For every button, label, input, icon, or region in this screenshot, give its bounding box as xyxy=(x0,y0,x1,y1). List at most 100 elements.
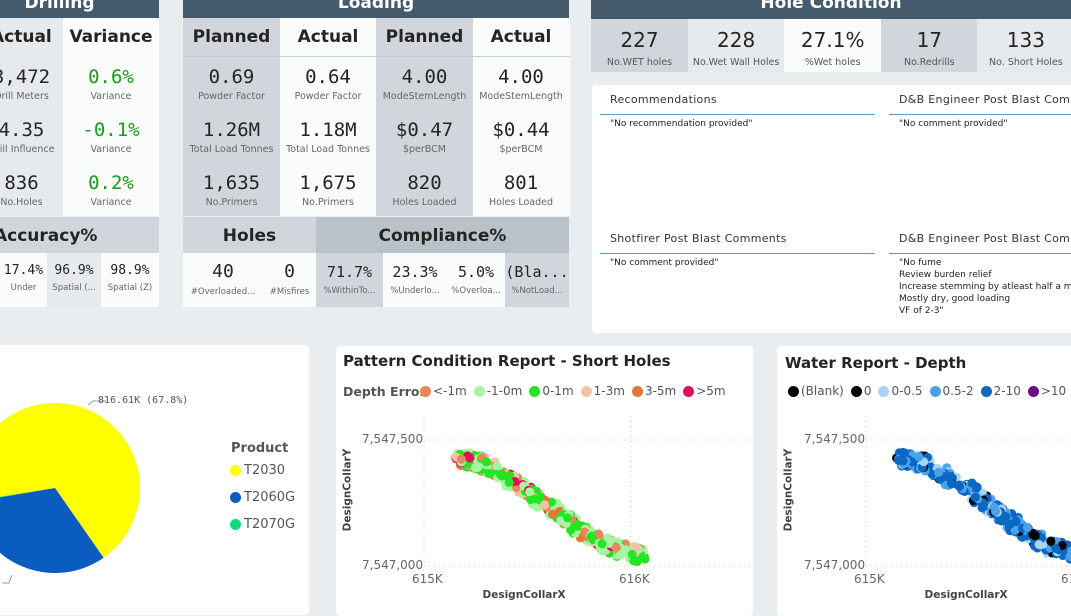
pie-chart xyxy=(0,345,309,615)
loading-bottom-card: 71.7%%WithinTo... xyxy=(316,253,383,307)
data-point[interactable] xyxy=(914,452,923,461)
data-point[interactable] xyxy=(484,469,493,478)
loading-kpi-card: $0.44$perBCM xyxy=(473,110,570,163)
y-tick: 7,547,000 xyxy=(804,558,865,572)
accuracy-card: 96.9%Spatial (... xyxy=(47,253,101,307)
loading-header: Loading xyxy=(183,0,569,18)
data-point[interactable] xyxy=(598,539,607,548)
data-point[interactable] xyxy=(628,550,637,559)
data-point[interactable] xyxy=(548,510,557,519)
data-point[interactable] xyxy=(1023,523,1032,532)
data-point[interactable] xyxy=(899,448,908,457)
data-point[interactable] xyxy=(482,457,491,466)
legend-dot-icon xyxy=(230,519,241,530)
x-tick: 615K xyxy=(412,572,443,586)
data-point[interactable] xyxy=(540,500,549,509)
loading-col-planned: Planned xyxy=(183,18,280,57)
x-axis-label: DesignCollarX xyxy=(483,589,566,601)
data-point[interactable] xyxy=(971,493,980,502)
comment-box: Recommendations"No recommendation provid… xyxy=(600,93,875,130)
comment-body: "No comment provided" xyxy=(889,115,1071,130)
data-point[interactable] xyxy=(498,471,507,480)
y-axis-label: DesignCollarY xyxy=(782,449,794,532)
comment-title: Recommendations xyxy=(600,93,875,115)
data-point[interactable] xyxy=(492,462,501,471)
hole-condition-header: Hole Condition xyxy=(591,0,1071,19)
comment-title: D&B Engineer Post Blast Comments xyxy=(889,93,1071,115)
drilling-actual-card: 3,472Drill Meters xyxy=(0,57,63,110)
data-point[interactable] xyxy=(525,487,534,496)
scatter-plot xyxy=(336,346,753,616)
comment-body: "No comment provided" xyxy=(600,254,875,269)
compliance-header: Compliance% xyxy=(316,217,569,253)
y-tick: 7,547,500 xyxy=(804,432,865,446)
x-tick: 615K xyxy=(854,572,885,586)
data-point[interactable] xyxy=(505,478,514,487)
legend-dot-icon xyxy=(230,492,241,503)
loading-bottom-card: (Bla...%NotLoad... xyxy=(505,253,569,307)
data-point[interactable] xyxy=(1001,512,1010,521)
accuracy-header: Accuracy% xyxy=(0,217,159,253)
loading-bottom-card: 40#Overloaded... xyxy=(183,253,263,307)
x-tick: 616K xyxy=(619,572,650,586)
data-point[interactable] xyxy=(587,532,596,541)
data-point[interactable] xyxy=(1035,540,1044,549)
comment-body: "No fume Review burden relief Increase s… xyxy=(889,254,1071,317)
data-point[interactable] xyxy=(612,543,621,552)
drilling-actual-card: 4.35Drill Influence xyxy=(0,110,63,163)
x-tick: 61 xyxy=(1061,572,1071,586)
hole-condition-kpi: 27.1%%Wet holes xyxy=(784,19,881,72)
drilling-variance-card: 0.2%Variance xyxy=(63,163,159,216)
drilling-col-actual: Actual xyxy=(0,18,63,57)
data-point[interactable] xyxy=(640,555,649,564)
data-point[interactable] xyxy=(563,513,572,522)
pie-leader-line xyxy=(2,575,12,583)
pie-legend-item[interactable]: T2060G xyxy=(230,490,295,505)
data-point[interactable] xyxy=(457,455,466,464)
data-point[interactable] xyxy=(955,482,964,491)
data-point[interactable] xyxy=(934,468,943,477)
data-point[interactable] xyxy=(972,484,981,493)
data-point[interactable] xyxy=(473,463,482,472)
loading-col-actual: Actual xyxy=(473,18,570,57)
data-point[interactable] xyxy=(1012,517,1021,526)
data-point[interactable] xyxy=(573,520,582,529)
y-axis-label: DesignCollarY xyxy=(341,449,353,532)
drilling-variance-card: 0.6%Variance xyxy=(63,57,159,110)
data-point[interactable] xyxy=(1046,537,1055,546)
data-point[interactable] xyxy=(944,473,953,482)
x-axis-label: DesignCollarX xyxy=(925,589,1008,601)
scatter-plot xyxy=(777,346,1071,616)
pie-data-label: 816.61K (67.8%) xyxy=(98,395,188,406)
data-point[interactable] xyxy=(526,495,535,504)
comment-box: D&B Engineer Post Blast Comments"No fume… xyxy=(889,232,1071,317)
comment-box: D&B Engineer Post Blast Comments"No comm… xyxy=(889,93,1071,130)
pie-legend-item[interactable]: T2070G xyxy=(230,517,295,532)
data-point[interactable] xyxy=(1031,531,1040,540)
holes-header: Holes xyxy=(183,217,316,253)
drilling-col-variance: Variance xyxy=(63,18,159,57)
drilling-header: Drilling xyxy=(0,0,159,18)
data-point[interactable] xyxy=(991,507,1000,516)
comment-title: Shotfirer Post Blast Comments xyxy=(600,232,875,254)
data-point[interactable] xyxy=(899,456,908,465)
loading-col-planned: Planned xyxy=(376,18,473,57)
comments-panel: Recommendations"No recommendation provid… xyxy=(592,85,1071,333)
y-tick: 7,547,000 xyxy=(362,558,423,572)
pie-legend-item[interactable]: T2030 xyxy=(230,463,285,478)
loading-kpi-card: $0.47$perBCM xyxy=(376,110,473,163)
y-tick: 7,547,500 xyxy=(362,432,423,446)
